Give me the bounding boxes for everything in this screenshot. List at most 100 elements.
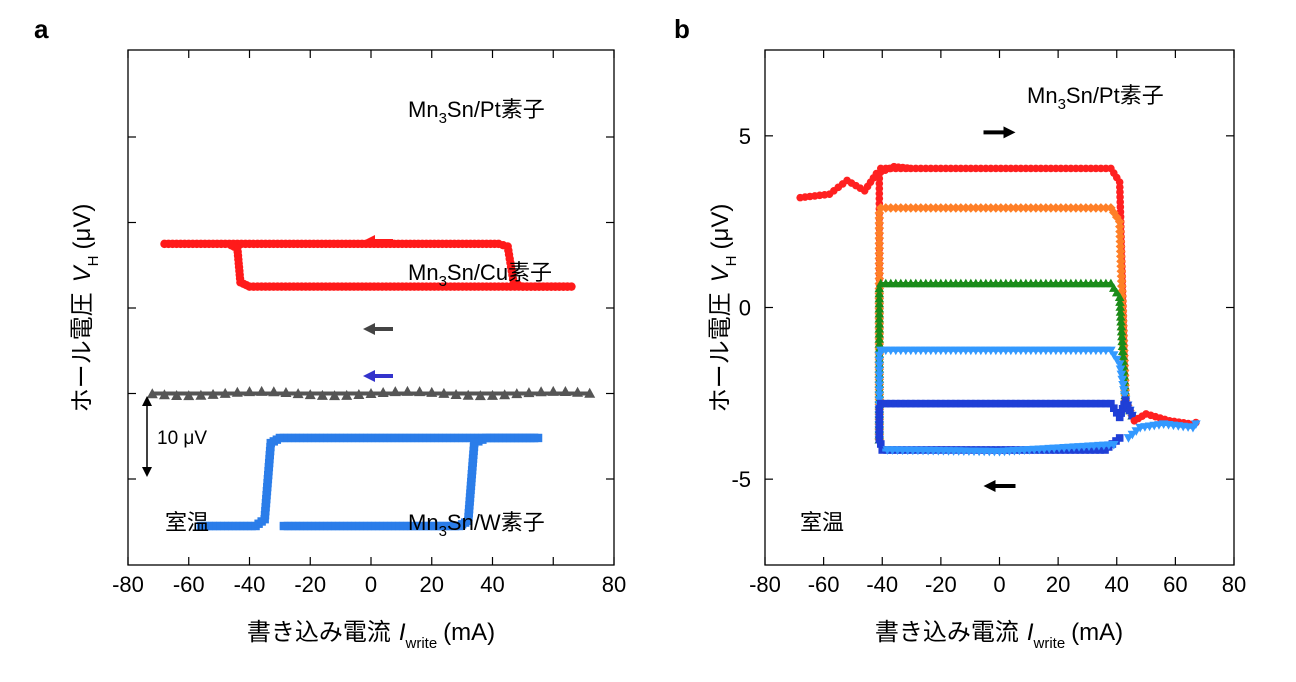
panel-a-y-axis-label: ホール電圧VH(μV) xyxy=(69,204,102,413)
data-point xyxy=(438,387,450,398)
blue-tail-point xyxy=(1191,420,1201,430)
loop-2-top-point xyxy=(1115,297,1125,306)
bottom-branch-point xyxy=(1081,446,1089,454)
loop-2-top-point xyxy=(1117,341,1128,351)
loop-4-top-point xyxy=(1042,399,1050,408)
loop-3-top-point xyxy=(1115,365,1126,375)
data-point xyxy=(304,389,316,400)
x-tick-label: -20 xyxy=(294,572,326,597)
panel-b-x-tick-labels: -80 -60 -40 -20 0 20 40 60 80 xyxy=(749,572,1246,597)
data-point xyxy=(462,389,474,400)
loop-4-rise-point xyxy=(875,415,884,423)
data-point xyxy=(244,386,255,397)
data-point xyxy=(341,389,353,400)
loop-3-top-point xyxy=(1118,380,1128,390)
loop-1-top-point xyxy=(1001,203,1011,213)
loop-4-top-point xyxy=(987,399,995,408)
panel-a-data xyxy=(146,239,596,531)
loop-2-top-point xyxy=(1115,302,1126,311)
loop-1-top-point xyxy=(921,203,931,213)
x-tick-label: 60 xyxy=(1163,572,1187,597)
loop-1-top-point xyxy=(1115,246,1126,257)
loop-4-top-point xyxy=(977,399,985,408)
data-point xyxy=(207,388,219,399)
bottom-branch-point xyxy=(1071,446,1080,454)
loop-4-top-point xyxy=(896,399,905,408)
loop-4-top-point xyxy=(1047,399,1055,408)
bottom-branch-point xyxy=(876,440,885,448)
loop-1-top-point xyxy=(1036,203,1046,213)
loop-4-top-point xyxy=(972,399,980,408)
data-point xyxy=(547,385,559,396)
loop-2-top-point xyxy=(1116,326,1127,336)
loop-4-top-point xyxy=(1117,409,1125,417)
loop-4-top-point xyxy=(1017,399,1025,408)
loop-4-top-point xyxy=(922,399,930,408)
panel-a-x-axis-label: 書き込み電流 Iwrite (mA) xyxy=(247,619,495,652)
loop-1-top-point xyxy=(1116,256,1126,267)
loop-3-rise-point xyxy=(874,351,885,361)
loop-1-top-point xyxy=(946,203,956,213)
loop-3-rise-point xyxy=(874,366,885,376)
loop-4-rise-point xyxy=(875,430,884,439)
loop-4-rise-point xyxy=(875,420,884,429)
data-point xyxy=(353,389,365,400)
loop-1-top-point xyxy=(1116,281,1127,291)
loop-1-top-point xyxy=(911,203,921,213)
loop-3-rise-point xyxy=(874,381,885,390)
loop-4-top-point xyxy=(942,399,950,408)
loop-2-top-point xyxy=(1117,336,1127,346)
data-point xyxy=(195,389,207,400)
x-tick-label: -40 xyxy=(234,572,266,597)
loop-4-top-point xyxy=(1052,399,1060,408)
panel-b-data xyxy=(796,162,1201,457)
loop-4-top-point xyxy=(1102,399,1110,408)
loop-1-top-point xyxy=(1096,203,1106,213)
bottom-branch-point xyxy=(1096,446,1104,454)
loop-4-top-point xyxy=(881,399,890,408)
loop-2-rise-point xyxy=(874,303,885,313)
data-point xyxy=(219,387,231,398)
loop-1-rise-point xyxy=(874,253,885,264)
loop-4-top-point xyxy=(937,399,945,408)
loop-2-rise-point xyxy=(874,318,885,328)
loop-1-top-point xyxy=(905,203,916,213)
bottom-branch-point xyxy=(1101,446,1109,454)
loop-3-rise-point xyxy=(874,391,885,400)
y-tick-label: -5 xyxy=(731,467,751,492)
data-point xyxy=(523,387,535,398)
loop-1-top-point xyxy=(961,203,971,213)
panel-a-series-label-pt: Mn3Sn/Pt素子 xyxy=(408,97,545,127)
loop-1-top-point xyxy=(951,203,961,213)
loop-1-top-point xyxy=(991,203,1001,213)
loop-4-top-point xyxy=(886,399,895,408)
loop-1-top-point xyxy=(895,203,906,213)
loop-2-rise-point xyxy=(874,298,885,308)
loop-1-top-point xyxy=(1116,266,1127,277)
panel-b-y-axis-label: ホール電圧VH(μV) xyxy=(707,204,740,413)
loop-1-top-point xyxy=(880,203,891,213)
loop-3-top-point xyxy=(1114,360,1125,369)
loop-4-top-point xyxy=(1032,399,1040,408)
loop-4-top-point xyxy=(1012,399,1020,408)
loop-4-rise-point xyxy=(875,410,884,418)
loop-1-top-point xyxy=(936,203,946,213)
loop-4-top-point xyxy=(952,399,960,408)
loop-2-top-point xyxy=(1115,307,1126,316)
loop-3-rise-point xyxy=(874,361,885,371)
loop-1-rise-point xyxy=(874,263,885,274)
loop-1-top-point xyxy=(1051,203,1061,213)
loop-1-top-point xyxy=(1115,241,1126,252)
loop-4-top-point xyxy=(1110,404,1118,413)
x-tick-label: 40 xyxy=(480,572,504,597)
loop-2-top-point xyxy=(1118,351,1128,360)
panel-b-series-label: Mn3Sn/Pt素子 xyxy=(1027,83,1164,113)
loop-1-top-point xyxy=(1115,236,1126,247)
loop-4-top-point xyxy=(997,399,1005,408)
loop-4-top-point xyxy=(1022,399,1030,408)
data-point xyxy=(511,388,523,399)
loop-3-top xyxy=(880,348,1136,422)
data-point xyxy=(292,388,304,399)
data-point xyxy=(426,386,438,397)
data-point xyxy=(572,386,584,397)
